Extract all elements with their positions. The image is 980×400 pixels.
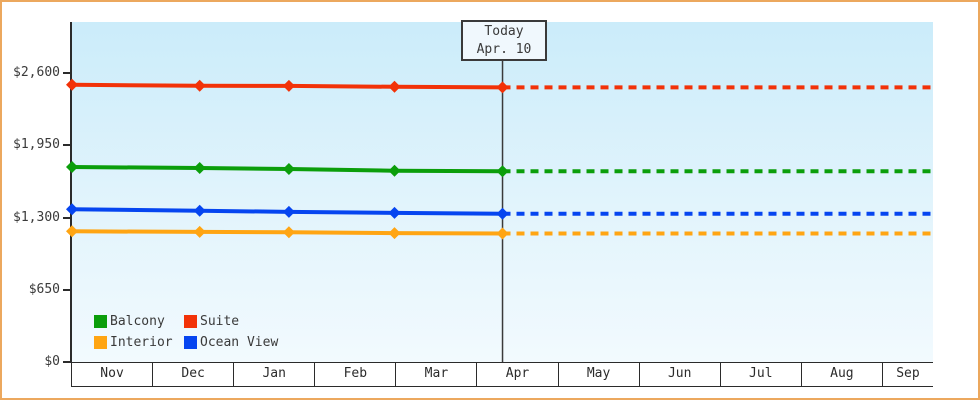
legend: Balcony Suite Interior Ocean View <box>94 314 278 350</box>
x-axis-label-jan: Jan <box>234 363 316 386</box>
y-axis-tick-mark <box>63 144 71 147</box>
y-axis-tick-label: $2,600 <box>13 65 60 80</box>
legend-swatch-suite <box>184 315 197 328</box>
x-axis-label-nov: Nov <box>72 363 154 386</box>
legend-swatch-interior <box>94 336 107 349</box>
x-axis-month-row: Nov Dec Jan Feb Mar Apr May Jun Jul Aug Sep <box>71 362 933 387</box>
y-axis-tick-mark <box>63 216 71 219</box>
x-axis-label-may: May <box>559 363 640 386</box>
y-axis-tick-label: $1,950 <box>13 137 60 153</box>
y-axis-tick-mark <box>63 288 71 291</box>
data-point-marker-interior <box>66 225 78 238</box>
legend-label-ocean-view: Ocean View <box>200 335 279 350</box>
legend-item-balcony: Balcony <box>94 314 184 329</box>
today-marker-box: Today Apr. 10 <box>461 20 547 61</box>
today-date: Apr. 10 <box>476 42 532 57</box>
data-point-marker-interior <box>282 226 295 239</box>
data-point-marker-ocean-view <box>66 203 78 216</box>
x-axis-label-apr: Apr <box>477 363 559 386</box>
price-lines-svg <box>66 22 933 362</box>
today-label: Today <box>484 24 524 39</box>
x-axis-label-mar: Mar <box>396 363 478 386</box>
data-point-marker-balcony <box>388 164 401 177</box>
data-point-marker-interior <box>496 227 509 240</box>
y-axis-tick-label: $650 <box>28 281 60 297</box>
data-point-marker-ocean-view <box>193 204 206 217</box>
x-axis-label-sep: Sep <box>896 366 920 381</box>
data-point-marker-balcony <box>193 162 206 174</box>
legend-label-interior: Interior <box>110 335 173 350</box>
y-axis-tick-label: $1,300 <box>13 209 60 225</box>
plot-area: Today Apr. 10 Balcony Suite Interior Ocean … <box>66 20 933 362</box>
legend-item-ocean-view: Ocean View <box>184 335 278 350</box>
data-point-marker-suite <box>66 78 78 91</box>
y-axis-tick-mark <box>63 361 71 363</box>
data-point-marker-ocean-view <box>282 205 295 218</box>
y-axis-tick-label: $0 <box>44 354 60 369</box>
data-point-marker-balcony <box>496 165 509 178</box>
data-point-marker-ocean-view <box>388 206 401 219</box>
data-point-marker-balcony <box>66 161 78 173</box>
data-point-marker-balcony <box>282 163 295 175</box>
legend-item-suite: Suite <box>184 314 278 329</box>
legend-swatch-balcony <box>94 315 107 328</box>
data-point-marker-interior <box>388 227 401 240</box>
x-axis-label-aug: Aug <box>802 363 883 386</box>
data-point-marker-suite <box>496 81 509 94</box>
legend-swatch-ocean-view <box>184 336 197 349</box>
data-point-marker-ocean-view <box>496 207 509 220</box>
x-axis-label-feb: Feb <box>315 363 397 386</box>
y-axis-line <box>70 22 72 363</box>
x-axis-label-jun: Jun <box>640 363 721 386</box>
data-point-marker-interior <box>193 225 206 238</box>
data-point-marker-suite <box>193 79 206 92</box>
x-axis-label-jul: Jul <box>721 363 802 386</box>
legend-label-balcony: Balcony <box>110 314 165 329</box>
data-point-marker-suite <box>388 80 401 93</box>
data-point-marker-suite <box>282 79 295 92</box>
legend-label-suite: Suite <box>200 314 240 329</box>
y-axis-tick-mark <box>63 72 71 74</box>
x-axis-label-dec: Dec <box>153 363 235 386</box>
legend-item-interior: Interior <box>94 335 184 350</box>
